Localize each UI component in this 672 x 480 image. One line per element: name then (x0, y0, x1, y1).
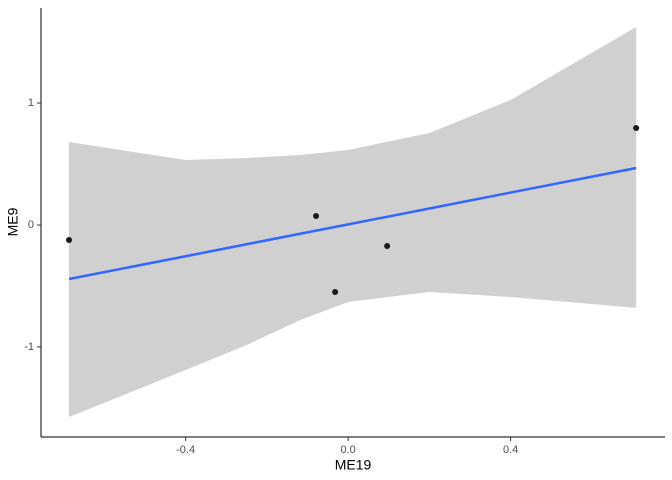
confidence-band (69, 27, 637, 417)
point (332, 288, 339, 295)
x-tick-label: -0.4 (176, 444, 195, 456)
point (313, 212, 320, 219)
x-tick-label: 0.4 (503, 444, 518, 456)
point (66, 237, 73, 244)
x-axis-title: ME19 (335, 457, 372, 473)
y-tick-label: 0 (28, 219, 34, 231)
y-tick-label: 1 (28, 97, 34, 109)
point (633, 125, 640, 132)
y-axis-title: ME9 (5, 207, 21, 236)
fit-line (68, 166, 637, 281)
point (384, 242, 391, 249)
x-tick-label: 0.0 (340, 444, 355, 456)
y-tick-label: -1 (24, 341, 34, 353)
